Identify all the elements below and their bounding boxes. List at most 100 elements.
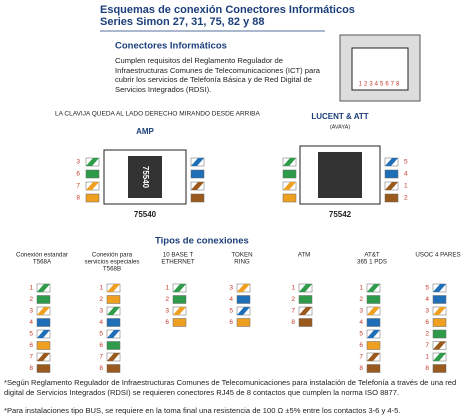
pin-number: 2 (165, 296, 169, 303)
subtitle: Series Simon 27, 31, 75, 82 y 88 (100, 16, 265, 28)
wire (190, 193, 205, 203)
wire (85, 169, 100, 179)
wire (172, 295, 187, 304)
pin-number: 6 (29, 342, 33, 349)
pin-number: 8 (29, 365, 33, 372)
section-title: Tipos de conexiones (155, 236, 249, 247)
column-heading: Conexión estandar (16, 252, 68, 259)
column-heading: Conexión para (92, 252, 133, 259)
intro-text: Cumplen requisitos del Reglamento Regula… (115, 56, 320, 94)
pin-number: 1 (425, 354, 429, 361)
wire (106, 341, 121, 350)
wire (282, 169, 297, 179)
column-heading: AT&T (364, 252, 380, 259)
wire-stripe (433, 341, 446, 350)
connector-name: AMP (136, 127, 154, 136)
wire-stripe (86, 158, 99, 166)
pin-number: 3 (165, 308, 169, 315)
wire (432, 329, 447, 339)
wire (282, 193, 297, 203)
pin-number: 4 (29, 319, 33, 326)
connector-core (318, 152, 362, 198)
footnote: *Según Reglamento Regulador de Infraestr… (4, 378, 457, 397)
pin-number: 4 (99, 319, 103, 326)
pin-number: 5 (99, 331, 103, 338)
pin-number: 3 (229, 285, 233, 292)
pin-number: 7 (425, 342, 429, 349)
wire-stripe (107, 284, 120, 292)
wire (36, 295, 51, 304)
pin-number: 3 (76, 159, 80, 166)
pin-number: 4 (425, 296, 429, 303)
wire-stripe (385, 158, 398, 166)
pin-number: 2 (29, 296, 33, 303)
wire (236, 295, 251, 304)
pin-number: 8 (76, 195, 80, 202)
wire-stripe (283, 158, 296, 166)
wire (36, 341, 51, 350)
section-title: Conectores Informáticos (115, 41, 227, 52)
wire-stripe (299, 307, 312, 315)
column-heading: USOC 4 PARES (415, 252, 460, 259)
wire (106, 318, 121, 327)
pin-number: 3 (99, 308, 103, 315)
pin-number: 1 (29, 285, 33, 292)
pin-number: 2 (291, 296, 295, 303)
wire-stripe (367, 307, 380, 315)
wire-stripe (283, 182, 296, 190)
wire-stripe (237, 307, 250, 315)
connector-code: 75540 (134, 210, 157, 219)
pin-number: 6 (425, 319, 429, 326)
connector-code: 75542 (329, 210, 352, 219)
pin-number: 8 (99, 365, 103, 372)
wire-stripe (107, 353, 120, 361)
pin-number: 8 (359, 365, 363, 372)
pin-number: 7 (99, 354, 103, 361)
wire-stripe (237, 284, 250, 292)
wire (384, 169, 399, 179)
wire-stripe (173, 284, 186, 292)
column-heading: ETHERNET (161, 259, 195, 266)
wire (432, 318, 447, 327)
wire-stripe (367, 330, 380, 338)
wire (85, 193, 100, 203)
column-heading: T568B (103, 266, 121, 273)
pin-number: 5 (229, 308, 233, 315)
socket-pins: 12345678 (359, 82, 402, 88)
wire (366, 318, 381, 327)
wire (190, 169, 205, 179)
pin-number: 1 (99, 285, 103, 292)
pin-number: 5 (359, 331, 363, 338)
pin-number: 7 (359, 354, 363, 361)
wire (106, 364, 121, 373)
wire-stripe (37, 353, 50, 361)
wire-stripe (367, 284, 380, 292)
wire-stripe (433, 307, 446, 315)
body-label: 75540 (141, 166, 150, 189)
pin-number: 1 (165, 285, 169, 292)
pin-number: 4 (404, 171, 408, 178)
pin-number: 6 (165, 319, 169, 326)
wire (236, 318, 251, 327)
wire (366, 364, 381, 373)
column-heading: RING (234, 259, 250, 266)
footnote: *Para instalaciones tipo BUS, se requier… (4, 406, 401, 415)
wire-stripe (173, 307, 186, 315)
column-heading: 365 1 PDS (357, 259, 387, 266)
connector-core (128, 156, 162, 198)
wire (366, 295, 381, 304)
pin-number: 7 (291, 308, 295, 315)
pin-number: 2 (404, 195, 408, 202)
wire (298, 295, 313, 304)
title: Esquemas de conexión Conectores Informát… (100, 4, 355, 16)
pin-number: 1 (359, 285, 363, 292)
wire (36, 318, 51, 327)
pin-number: 3 (29, 308, 33, 315)
connector-name: LUCENT & ATT (311, 112, 368, 121)
wire-stripe (385, 182, 398, 190)
wire-stripe (191, 182, 204, 190)
pin-number: 6 (99, 342, 103, 349)
pin-number: 4 (359, 319, 363, 326)
pin-number: 4 (229, 296, 233, 303)
